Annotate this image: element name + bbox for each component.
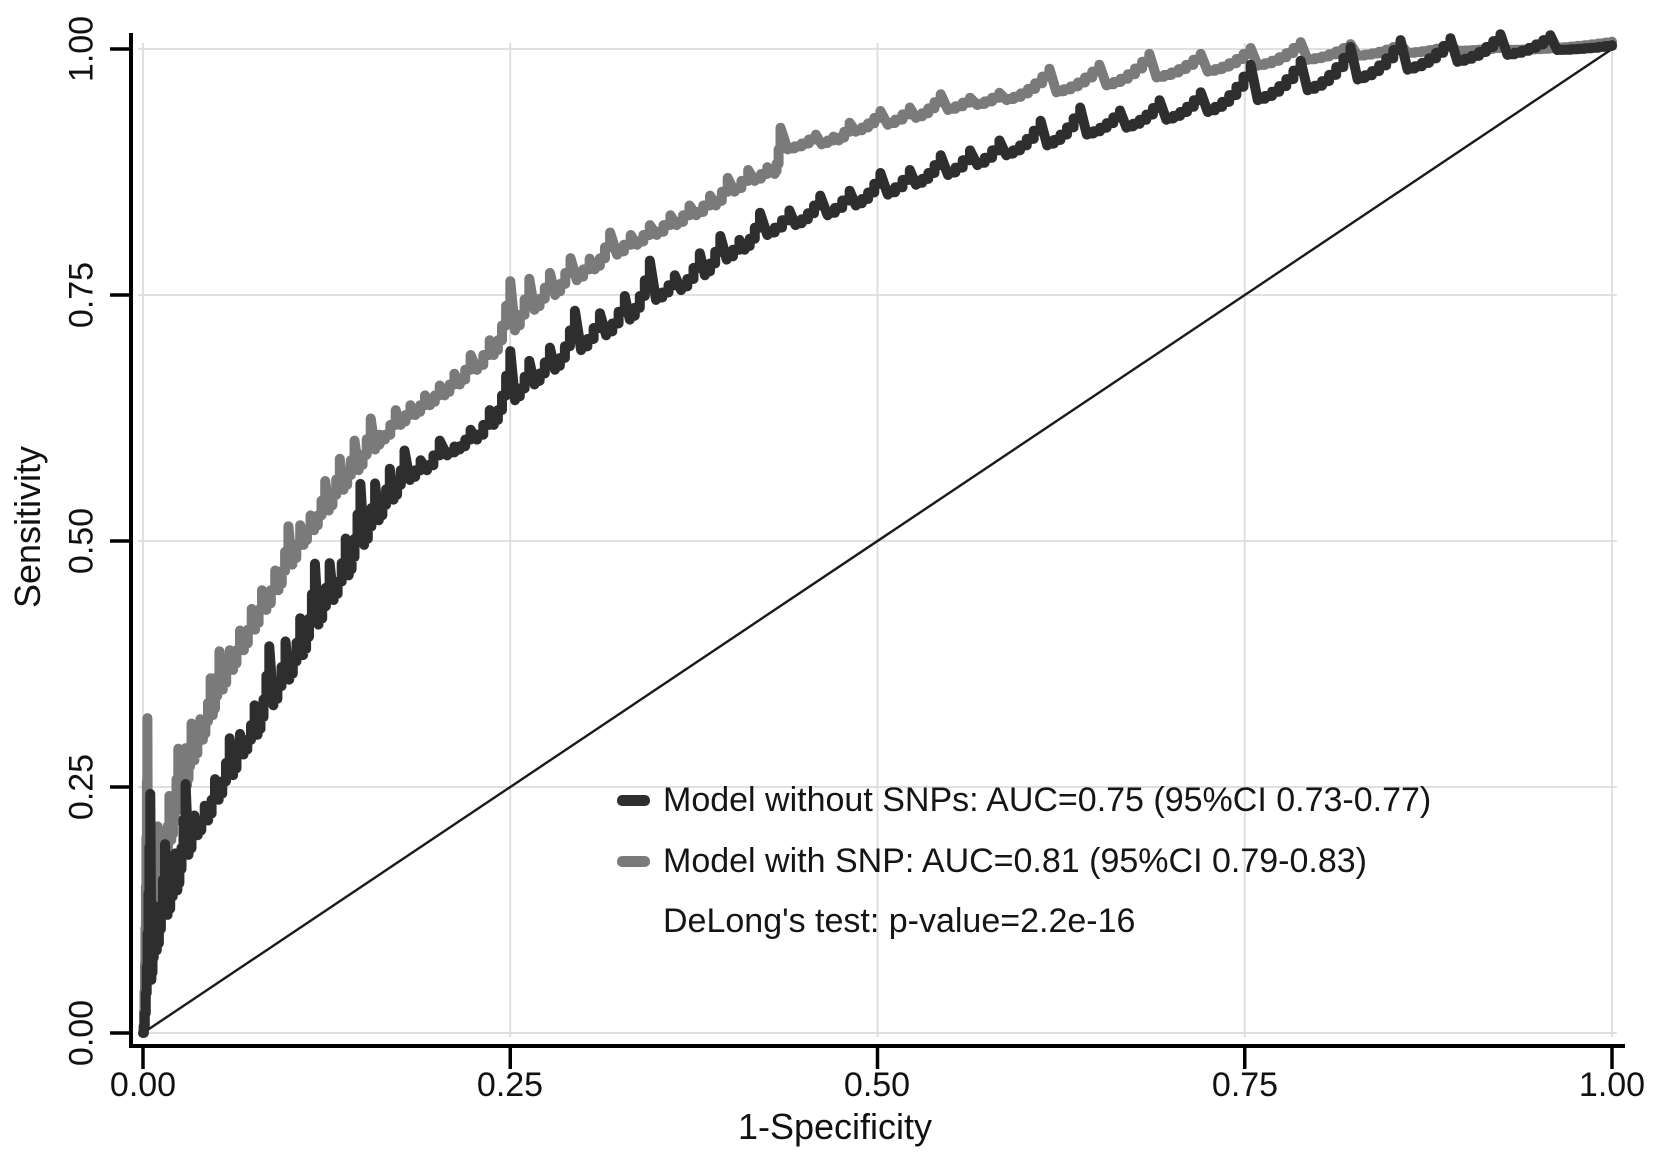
y-tick-label-0.25: 0.25 — [62, 753, 101, 821]
y-tick-label-1.00: 1.00 — [62, 15, 101, 83]
legend-key-with-snp-icon — [617, 855, 650, 867]
legend-item-model-without-snps: Model without SNPs: AUC=0.75 (95%CI 0.73… — [617, 778, 1431, 822]
legend-item-model-with-snp: Model with SNP: AUC=0.81 (95%CI 0.79-0.8… — [617, 839, 1367, 883]
diagonal-reference-line — [142, 48, 1613, 1034]
x-tick-label-0.50: 0.50 — [843, 1066, 911, 1104]
legend-key-without-snps-icon — [617, 794, 650, 806]
x-tick-label-1.00: 1.00 — [1578, 1066, 1646, 1104]
x-tick-label-0.00: 0.00 — [109, 1066, 177, 1104]
x-tick-label-0.25: 0.25 — [476, 1066, 544, 1104]
legend-label-with-snp: Model with SNP: AUC=0.81 (95%CI 0.79-0.8… — [663, 841, 1367, 880]
y-axis-title: Sensitivity — [7, 445, 48, 609]
y-tick-label-0.00: 0.00 — [62, 999, 101, 1067]
x-tick-label-0.75: 0.75 — [1211, 1066, 1279, 1104]
delong-test-annotation: DeLong's test: p-value=2.2e-16 — [663, 901, 1136, 940]
roc-curve-without-snps — [138, 29, 1617, 1038]
y-tick-label-0.75: 0.75 — [62, 261, 101, 329]
legend-label-without-snps: Model without SNPs: AUC=0.75 (95%CI 0.73… — [663, 780, 1432, 819]
legend-item-delong-test: DeLong's test: p-value=2.2e-16 — [663, 899, 1135, 943]
roc-curve-with-snp — [138, 36, 1617, 1038]
x-axis-title: 1-Specificity — [737, 1106, 933, 1147]
y-tick-label-0.50: 0.50 — [62, 507, 101, 575]
